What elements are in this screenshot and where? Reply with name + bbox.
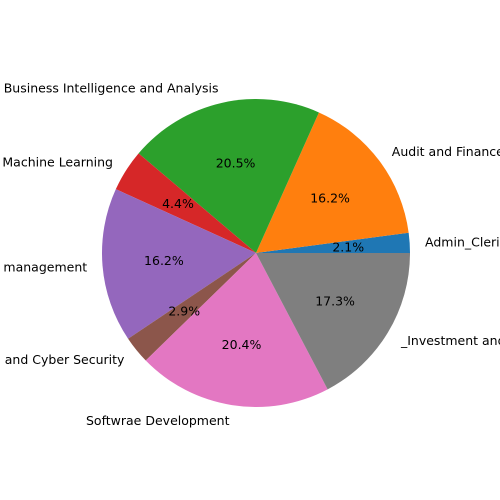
pie-category-label: Audit and Finance [392,144,500,159]
pie-category-label: Admin_Clerical [425,234,500,249]
pie-percent-label: 4.4% [162,196,194,211]
pie-slice-audit-and-finance [256,112,409,253]
pie-slice-machine-learning [115,153,256,253]
pie-percent-label: 17.3% [315,293,355,308]
pie-slices [101,99,410,407]
pie-slice-business-intelligence-and-analysis [138,99,319,254]
pie-category-label: Business Intelligence and Analysis [4,80,219,95]
pie-slice-management [101,189,256,339]
pie-category-label: management [3,259,87,274]
pie-percent-label: 16.2% [310,190,350,205]
pie-category-label: Machine Learning [2,155,113,170]
pie-percent-label: 16.2% [144,253,184,268]
pie-percent-label: 2.9% [168,304,200,319]
pie-percent-label: 20.4% [222,337,262,352]
pie-slice-and-cyber-security [128,253,256,361]
pie-slice-admin-clerical [256,232,410,253]
pie-percent-labels: 2.1% 16.2% 20.5% 4.4% 16.2% 2.9% 20.4% 17.3% [144,155,364,351]
pie-category-label: and Cyber Security [5,352,125,367]
pie-percent-label: 2.1% [332,239,364,254]
pie-slice-investment-and [256,253,410,390]
pie-percent-label: 20.5% [216,155,256,170]
pie-category-label: _Investment and [400,333,500,348]
pie-slice-softwrae-development [145,253,328,407]
pie-category-label: Softwrae Development [86,413,230,428]
pie-category-labels: Admin_Clerical Audit and Finance Business … [2,80,500,428]
